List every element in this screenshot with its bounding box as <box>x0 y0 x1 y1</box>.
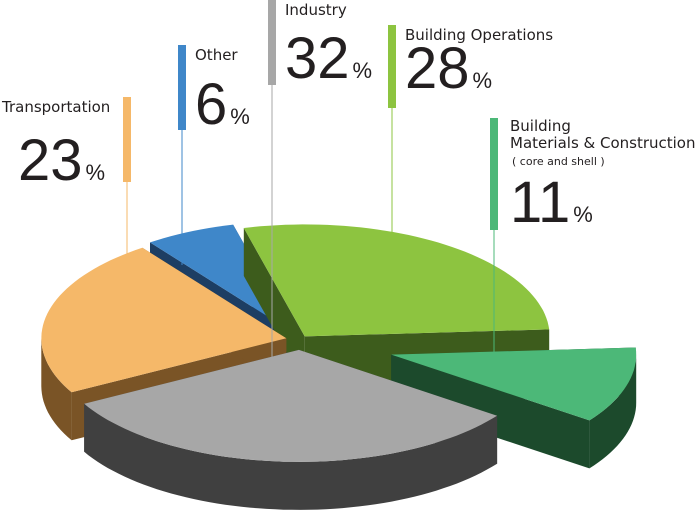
slice <box>41 247 287 393</box>
label-bar <box>123 97 131 182</box>
value-label: 11% <box>510 170 593 235</box>
value-label: 23% <box>18 128 105 193</box>
label-bar <box>268 0 276 85</box>
category-label: Building Operations <box>405 26 553 44</box>
slice <box>391 347 637 421</box>
slice-side <box>391 354 590 469</box>
annotation: ( core and shell ) <box>512 155 605 168</box>
category-label: Building Materials & Construction <box>510 117 696 152</box>
slice-wall <box>589 354 637 469</box>
category-label: Transportation <box>1 98 110 116</box>
slice <box>243 224 550 337</box>
slice-side <box>243 228 305 385</box>
value-label: 32% <box>285 26 372 91</box>
category-label: Other <box>195 46 238 64</box>
value-label: 28% <box>405 36 492 101</box>
value-label: 6% <box>195 72 250 137</box>
slice <box>84 349 498 462</box>
category-label: Industry <box>285 1 347 19</box>
label-bar <box>388 25 396 108</box>
slice-wall <box>41 338 72 441</box>
slice-wall <box>84 403 498 510</box>
label-bar <box>490 118 498 230</box>
label-bar <box>178 45 186 130</box>
slice <box>150 224 294 333</box>
